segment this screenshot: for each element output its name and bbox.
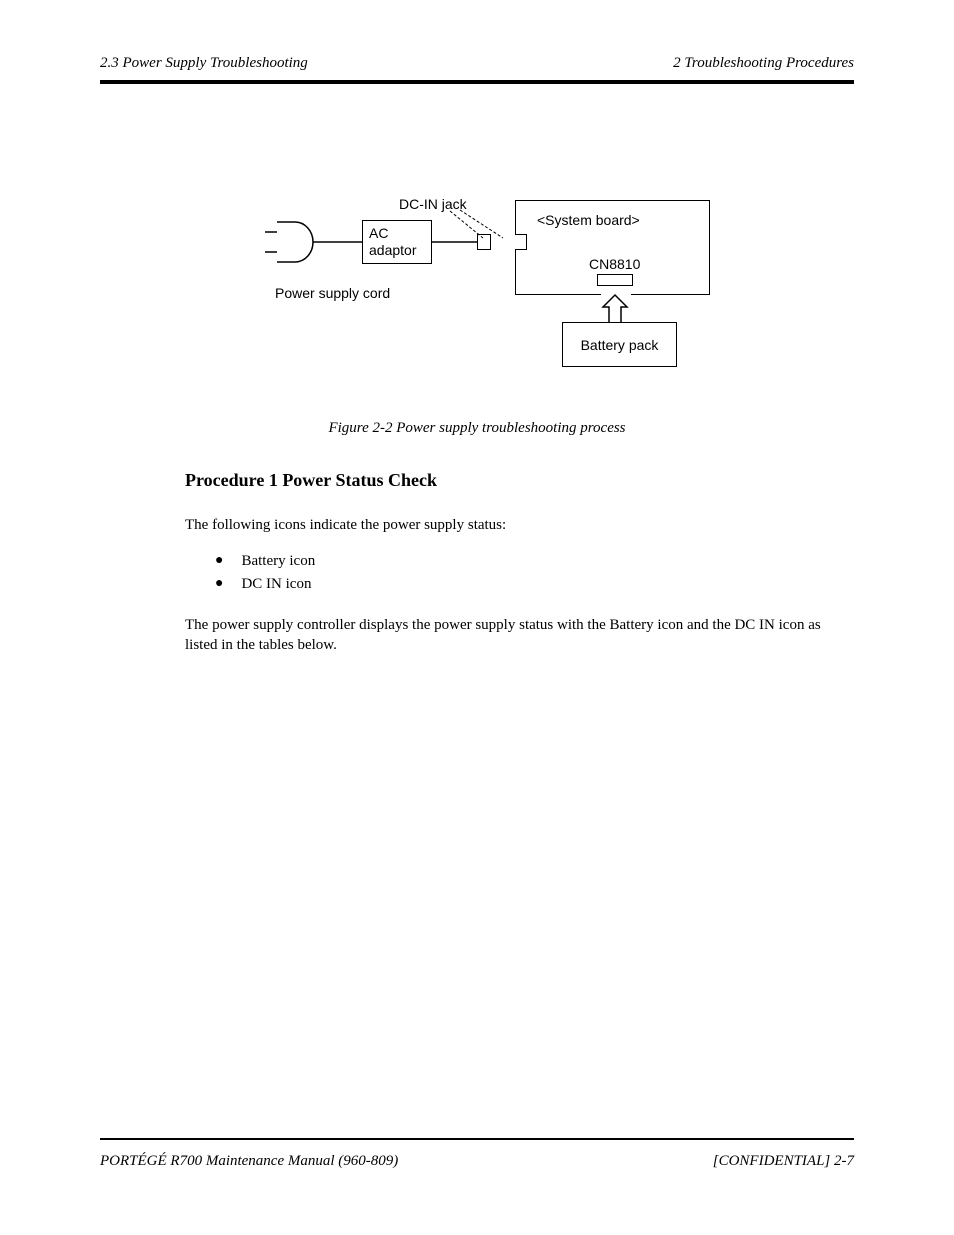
jack-gap [491,237,516,247]
ac-adaptor-box: AC adaptor [362,220,432,264]
figure-caption: Figure 2-2 Power supply troubleshooting … [0,420,954,437]
header-left: 2.3 Power Supply Troubleshooting [100,55,308,72]
page-header: 2.3 Power Supply Troubleshooting 2 Troub… [100,55,854,72]
bullet-text: Battery icon [241,550,315,573]
cn-connector-box [597,274,633,286]
paragraph-2: The power supply controller displays the… [185,615,854,656]
header-rule [100,80,854,84]
footer-left: PORTÉGÉ R700 Maintenance Manual (960-809… [100,1153,398,1170]
system-board-label: <System board> [537,212,640,228]
list-item: ● Battery icon [215,550,315,573]
header-right: 2 Troubleshooting Procedures [673,55,854,72]
bullet-text: DC IN icon [241,573,311,596]
power-cord-label: Power supply cord [275,285,390,301]
wire-plug-adaptor [313,237,363,247]
power-supply-diagram: DC-IN jack AC adaptor Power supply cord … [265,190,740,400]
cn-label: CN8810 [589,256,640,272]
section-title: Procedure 1 Power Status Check [185,470,437,491]
bullet-list: ● Battery icon ● DC IN icon [215,550,315,595]
battery-pack-box: Battery pack [562,322,677,367]
ac-adaptor-label: AC adaptor [369,225,425,259]
dc-jack-connector-inner [515,234,527,250]
battery-pack-label: Battery pack [581,337,659,353]
bullet-icon: ● [215,550,223,571]
footer-right: [CONFIDENTIAL] 2-7 [713,1153,854,1170]
list-item: ● DC IN icon [215,573,315,596]
plug-icon [265,220,315,264]
paragraph-1: The following icons indicate the power s… [185,515,854,535]
footer-rule [100,1138,854,1140]
bullet-icon: ● [215,573,223,594]
page-footer: PORTÉGÉ R700 Maintenance Manual (960-809… [100,1153,854,1170]
